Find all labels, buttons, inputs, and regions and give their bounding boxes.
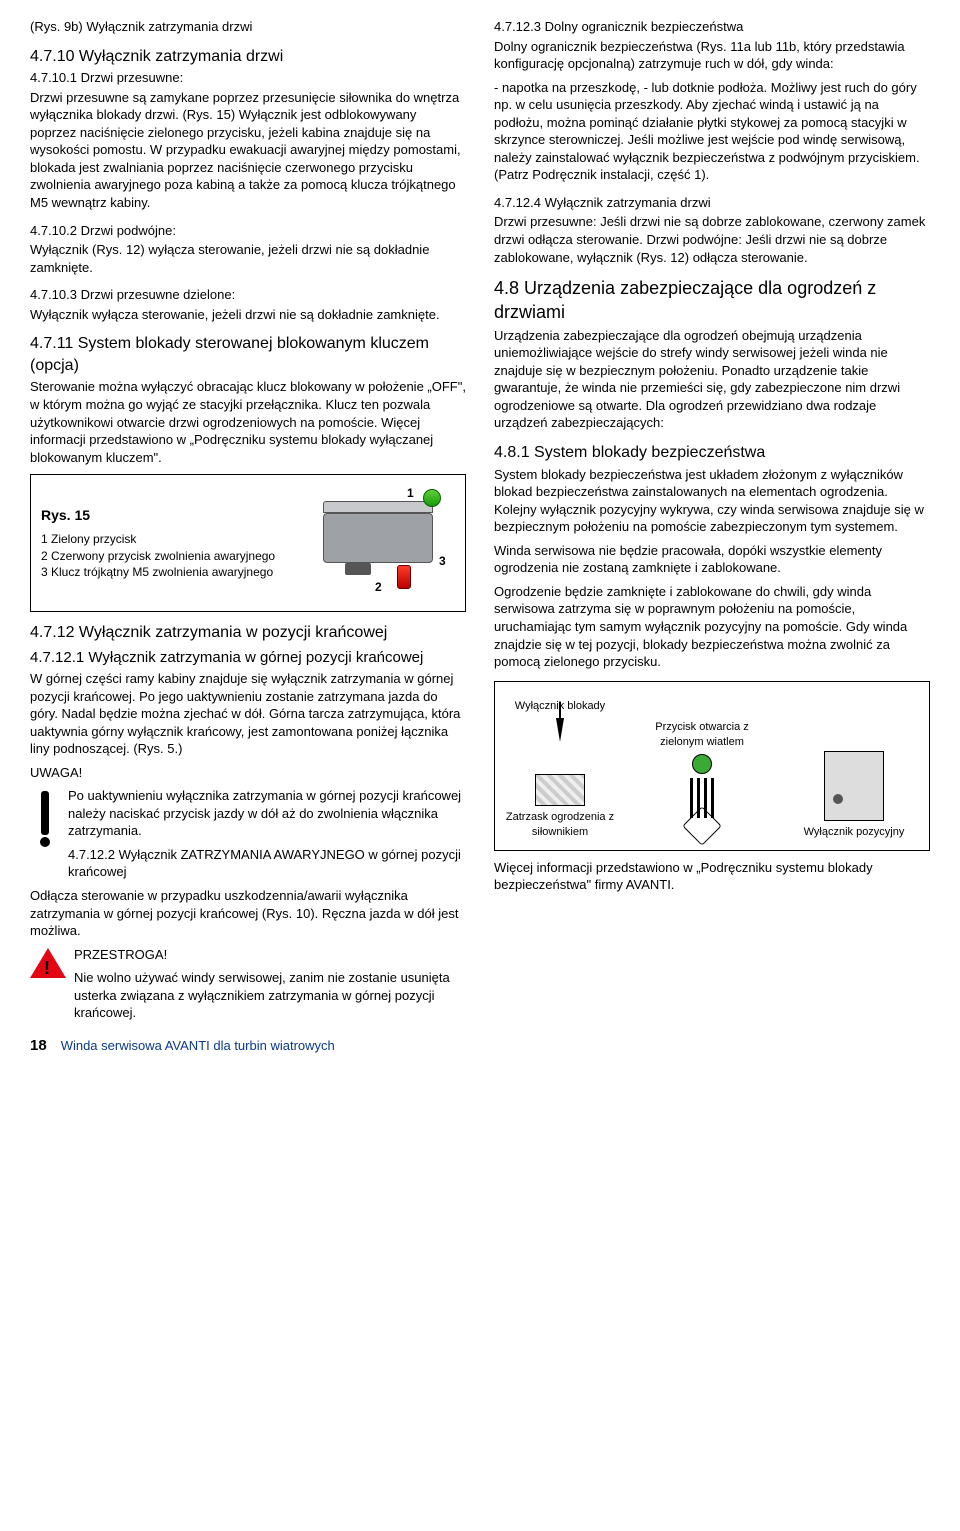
figure-15-legend-2: 2 Czerwony przycisk zwolnienia awaryjneg… [41, 548, 277, 564]
heading-47124: 4.7.12.4 Wyłącznik zatrzymania drzwi [494, 194, 930, 212]
para-47123a: Dolny ogranicznik bezpieczeństwa (Rys. 1… [494, 38, 930, 73]
figure-15-image: 1 2 3 [287, 483, 457, 603]
para-47121: W górnej części ramy kabiny znajduje się… [30, 670, 466, 758]
para-481b: Winda serwisowa nie będzie pracowała, do… [494, 542, 930, 577]
diagram-label-3: Zatrzask ogrodzenia z siłownikiem [505, 810, 615, 840]
przestroga-label: PRZESTROGA! [74, 946, 466, 964]
para-47124: Drzwi przesuwne: Jeśli drzwi nie są dobr… [494, 213, 930, 266]
para-47103: Wyłącznik wyłącza sterowanie, jeżeli drz… [30, 306, 466, 324]
key-slot-icon [345, 563, 371, 575]
diagram-group-2: Przycisk otwarcia z zielonym wiatlem [647, 720, 757, 840]
heading-48: 4.8 Urządzenia zabezpieczające dla ogrod… [494, 276, 930, 325]
heading-47121: 4.7.12.1 Wyłącznik zatrzymania w górnej … [30, 648, 466, 668]
page-footer: 18 Winda serwisowa AVANTI dla turbin wia… [30, 1036, 466, 1056]
heading-4710: 4.7.10 Wyłącznik zatrzymania drzwi [30, 46, 466, 68]
figure-15-legend: Rys. 15 1 Zielony przycisk 2 Czerwony pr… [41, 506, 277, 579]
figure-15-title: Rys. 15 [41, 506, 277, 525]
para-48: Urządzenia zabezpieczające dla ogrodzeń … [494, 327, 930, 432]
heading-47122: 4.7.12.2 Wyłącznik ZATRZYMANIA AWARYJNEG… [68, 846, 466, 881]
figure-callout-2: 2 [375, 579, 382, 595]
heading-47102: 4.7.10.2 Drzwi podwójne: [30, 222, 466, 240]
warning-triangle-icon [30, 946, 66, 978]
hinge-icon [682, 806, 722, 846]
exclamation-icon [30, 787, 60, 847]
figure-15: Rys. 15 1 Zielony przycisk 2 Czerwony pr… [30, 474, 466, 612]
para-4711: Sterowanie można wyłączyć obracając kluc… [30, 378, 466, 466]
diagram-label-2: Przycisk otwarcia z zielonym wiatlem [647, 720, 757, 750]
device-body-icon [323, 513, 433, 563]
heading-481: 4.8.1 System blokady bezpieczeństwa [494, 442, 930, 464]
diagram-label-4: Wyłącznik pozycyjny [804, 825, 905, 840]
figure-callout-1: 1 [407, 485, 414, 501]
green-light-icon [692, 754, 712, 774]
diagram-group-3: Wyłącznik pozycyjny [789, 751, 919, 840]
warning-block-uwaga: Po uaktywnieniu wyłącznika zatrzymania w… [30, 787, 466, 883]
page-number: 18 [30, 1036, 47, 1056]
heading-4712: 4.7.12 Wyłącznik zatrzymania w pozycji k… [30, 622, 466, 644]
para-47101: Drzwi przesuwne są zamykane poprzez prze… [30, 89, 466, 212]
page-root: (Rys. 9b) Wyłącznik zatrzymania drzwi 4.… [30, 18, 930, 1056]
figure-15-legend-1: 1 Zielony przycisk [41, 531, 277, 547]
arrow-down-icon [556, 718, 564, 742]
uwaga-label: UWAGA! [30, 764, 466, 782]
device-top-icon [323, 501, 433, 513]
red-button-icon [397, 565, 411, 589]
latch-box-icon [535, 774, 585, 806]
para-47102: Wyłącznik (Rys. 12) wyłącza sterowanie, … [30, 241, 466, 276]
heading-4711: 4.7.11 System blokady sterowanej blokowa… [30, 333, 466, 376]
para-481a: System blokady bezpieczeństwa jest układ… [494, 466, 930, 536]
warning-przestroga-text: PRZESTROGA! Nie wolno używać windy serwi… [74, 946, 466, 1028]
para-uwaga: Po uaktywnieniu wyłącznika zatrzymania w… [68, 787, 466, 840]
green-button-icon [423, 489, 441, 507]
para-outro: Więcej informacji przedstawiono w „Podrę… [494, 859, 930, 894]
left-column: (Rys. 9b) Wyłącznik zatrzymania drzwi 4.… [30, 18, 466, 1056]
warning-block-przestroga: PRZESTROGA! Nie wolno używać windy serwi… [30, 946, 466, 1028]
heading-47103: 4.7.10.3 Drzwi przesuwne dzielone: [30, 286, 466, 304]
footer-title: Winda serwisowa AVANTI dla turbin wiatro… [61, 1037, 335, 1055]
warning-uwaga-text: Po uaktywnieniu wyłącznika zatrzymania w… [68, 787, 466, 883]
heading-47101: 4.7.10.1 Drzwi przesuwne: [30, 69, 466, 87]
right-column: 4.7.12.3 Dolny ogranicznik bezpieczeństw… [494, 18, 930, 1056]
para-47122: Odłącza sterowanie w przypadku uszkodzen… [30, 887, 466, 940]
heading-47123: 4.7.12.3 Dolny ogranicznik bezpieczeństw… [494, 18, 930, 36]
ref-line: (Rys. 9b) Wyłącznik zatrzymania drzwi [30, 18, 466, 36]
figure-15-legend-3: 3 Klucz trójkątny M5 zwolnienia awaryjne… [41, 564, 277, 580]
para-przestroga: Nie wolno używać windy serwisowej, zanim… [74, 969, 466, 1022]
para-47123b: - napotka na przeszkodę, - lub dotknie p… [494, 79, 930, 184]
figure-callout-3: 3 [439, 553, 446, 569]
para-481c: Ogrodzenie będzie zamknięte i zablokowan… [494, 583, 930, 671]
lift-icon [824, 751, 884, 821]
safety-diagram: Wyłącznik blokady Zatrzask ogrodzenia z … [494, 681, 930, 851]
diagram-group-1: Wyłącznik blokady Zatrzask ogrodzenia z … [505, 699, 615, 840]
